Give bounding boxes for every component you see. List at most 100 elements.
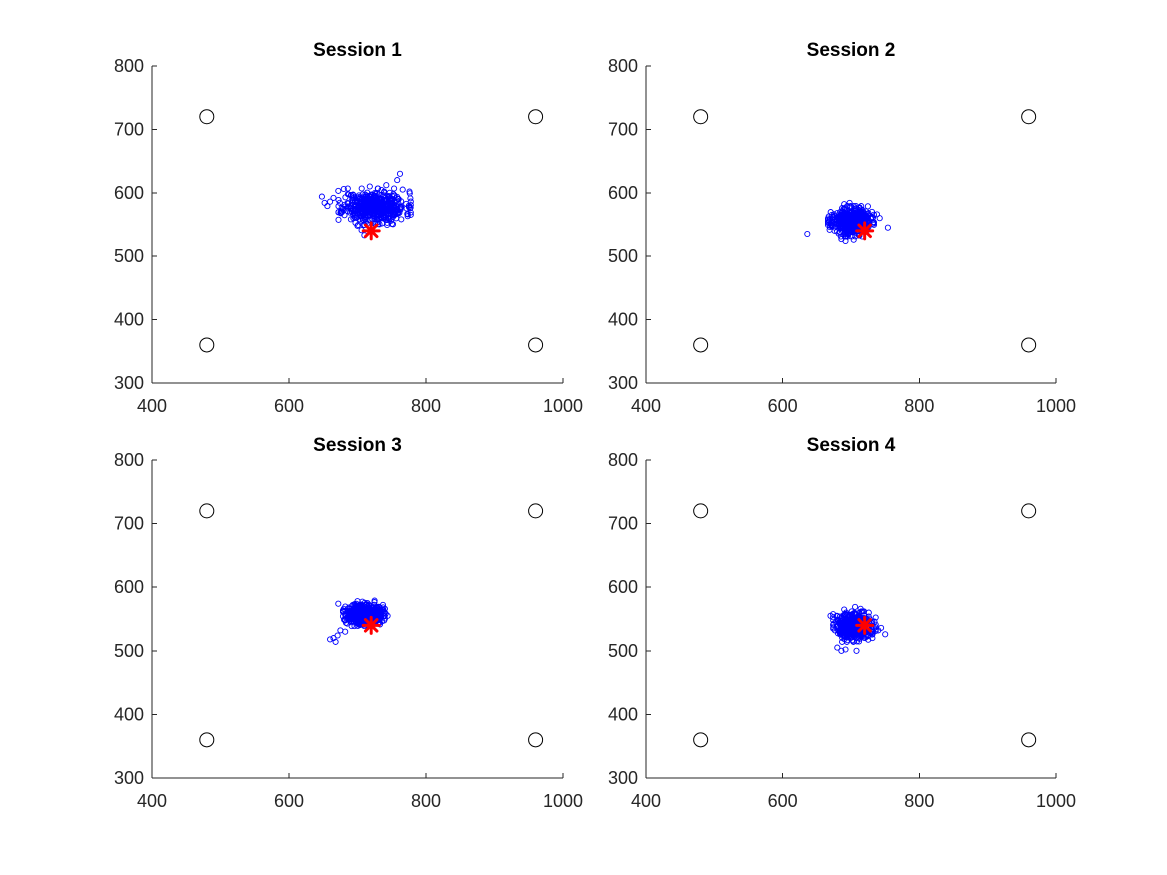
gaze-point (365, 209, 372, 216)
gaze-point (339, 208, 346, 215)
gaze-point (380, 606, 387, 613)
y-tick-label: 500 (114, 246, 144, 266)
gaze-point (824, 215, 832, 222)
x-tick-label: 800 (904, 791, 934, 811)
gaze-point (828, 222, 835, 229)
gaze-point (341, 203, 349, 210)
x-tick-label: 600 (274, 396, 304, 416)
gaze-point (858, 608, 865, 615)
gaze-point (804, 230, 811, 238)
gaze-point (391, 185, 398, 192)
subplot-session-2: Session 2 400 600 800 1000 300 400 500 600 700 80… (608, 40, 1076, 416)
y-tick-label: 400 (114, 310, 144, 330)
gaze-point (340, 605, 347, 612)
gaze-point (407, 209, 414, 216)
x-tick-label: 600 (768, 396, 798, 416)
reference-point (528, 732, 544, 748)
gaze-point (366, 183, 373, 190)
reference-point (693, 109, 709, 125)
gaze-point (387, 203, 394, 211)
gaze-point (852, 603, 859, 610)
gaze-point (338, 204, 345, 212)
y-tick-label: 600 (114, 577, 144, 597)
gaze-point (850, 236, 857, 243)
gaze-point (857, 605, 864, 612)
x-tick-label: 400 (137, 396, 167, 416)
gaze-point (349, 193, 356, 200)
gaze-point (829, 218, 836, 225)
gaze-point (407, 211, 414, 218)
gaze-point (351, 214, 358, 221)
gaze-point (383, 202, 391, 209)
x-tick-label: 800 (411, 791, 441, 811)
y-tick-label: 600 (114, 183, 144, 203)
y-tick-label: 600 (608, 183, 638, 203)
gaze-point (324, 203, 331, 210)
gaze-point (355, 204, 362, 211)
gaze-point (335, 196, 342, 204)
gaze-point (847, 614, 854, 621)
gaze-point (370, 212, 377, 219)
gaze-point (344, 620, 351, 627)
reference-point (528, 337, 544, 353)
gaze-point (378, 186, 385, 194)
reference-point (199, 109, 215, 125)
gaze-point (334, 632, 341, 639)
gaze-point (838, 209, 845, 217)
y-tick-label: 800 (114, 450, 144, 470)
gaze-point (394, 210, 401, 217)
gaze-point (835, 221, 842, 228)
gaze-point (354, 222, 361, 229)
gaze-point (373, 604, 380, 611)
gaze-point (375, 613, 382, 620)
gaze-point (404, 213, 411, 220)
y-tick-label: 600 (608, 577, 638, 597)
y-tick-label: 700 (114, 119, 144, 139)
gaze-point (339, 613, 347, 620)
reference-point (528, 109, 544, 125)
gaze-point (347, 619, 354, 626)
x-tick-label: 1000 (1036, 396, 1076, 416)
target-asterisk-marker (855, 615, 875, 635)
subplot-title: Session 3 (313, 435, 402, 456)
gaze-point (882, 631, 889, 638)
gaze-point (407, 195, 414, 202)
gaze-point (827, 612, 834, 619)
gaze-point (398, 216, 405, 223)
gaze-point (876, 215, 883, 222)
reference-point (199, 732, 215, 748)
reference-point (199, 337, 215, 353)
gaze-point (872, 614, 879, 621)
gaze-point (330, 194, 337, 201)
x-tick-label: 800 (411, 396, 441, 416)
gaze-point (838, 647, 845, 654)
gaze-point (327, 636, 334, 643)
subplot-session-1: Session 1 400 600 800 1000 300 400 500 600 700 80… (114, 40, 583, 416)
x-tick-label: 400 (137, 791, 167, 811)
gaze-point (349, 615, 356, 622)
gaze-point (841, 606, 848, 613)
gaze-point (858, 203, 865, 210)
gaze-point (844, 214, 851, 221)
gaze-point (388, 220, 395, 228)
y-tick-label: 700 (608, 514, 638, 534)
gaze-point (847, 213, 854, 220)
gaze-point (335, 600, 342, 607)
target-asterisk-marker (361, 615, 381, 635)
y-tick-label: 400 (608, 704, 638, 724)
gaze-point (354, 598, 361, 605)
gaze-point (374, 221, 382, 228)
gaze-point (388, 196, 396, 203)
reference-point (528, 503, 544, 519)
gaze-point (870, 219, 877, 226)
gaze-point (347, 205, 354, 212)
gaze-point (837, 630, 845, 637)
gaze-point (842, 237, 849, 245)
gaze-point (375, 191, 382, 198)
reference-point (1021, 732, 1037, 748)
gaze-point (841, 636, 848, 643)
gaze-point (385, 193, 392, 200)
gaze-point (833, 612, 840, 619)
gaze-point (363, 611, 370, 618)
